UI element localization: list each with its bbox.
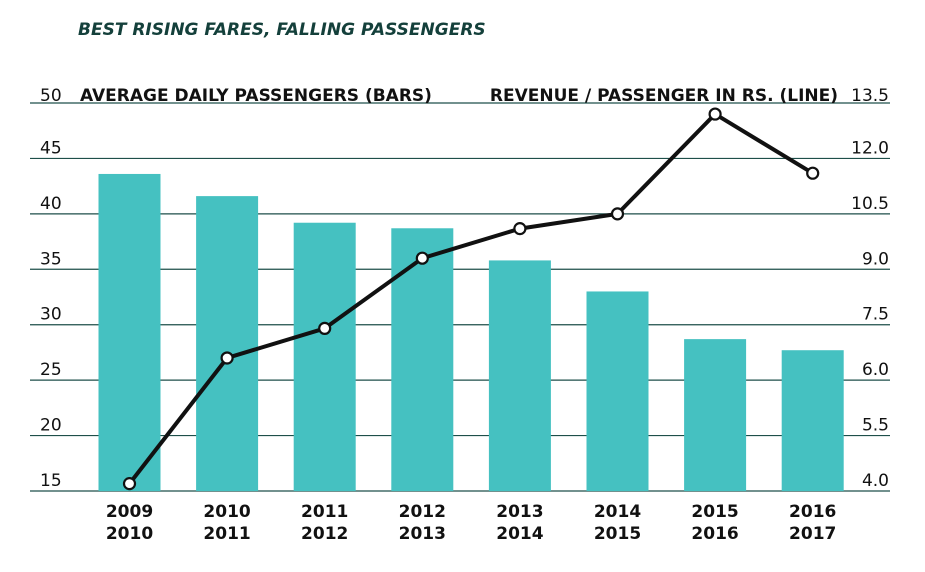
revenue-point [220,351,234,365]
axis-ticks: 15 20 25 30 35 40 45 50 4.0 5.5 6.0 7.5 9.0 10.5 12.0 1… [40,86,889,491]
category-label: 2013 [496,502,543,522]
category-label: 2009 [106,502,153,522]
right-tick-label: 7.5 [862,305,889,325]
right-axis-label: REVENUE / PASSENGER IN RS. (LINE) [490,86,838,106]
left-tick-label: 20 [40,416,62,436]
left-tick-label: 30 [40,305,62,325]
left-tick-label: 35 [40,249,62,269]
category-label: 2012 [399,502,446,522]
revenue-point [513,222,527,236]
chart-title: BEST RISING FARES, FALLING PASSENGERS [78,20,486,40]
revenue-line [122,107,820,491]
category-label: 2011 [301,502,348,522]
left-tick-label: 50 [40,86,62,106]
passenger-bar [98,173,161,491]
category-label: 2014 [496,524,543,544]
grid-lines [30,102,890,492]
revenue-point [708,107,722,121]
bars [98,173,844,492]
passenger-bar [684,339,747,491]
category-label: 2016 [691,524,738,544]
passenger-bar [196,196,259,491]
right-tick-label: 12.0 [851,138,889,158]
passenger-bar [293,222,356,491]
right-tick-label: 6.0 [862,360,889,380]
category-label: 2012 [301,524,348,544]
category-label: 2015 [594,524,641,544]
right-tick-label: 5.5 [862,416,889,436]
category-label: 2010 [203,502,250,522]
category-label: 2017 [789,524,836,544]
category-label: 2011 [203,524,250,544]
revenue-point [806,166,820,180]
right-tick-label: 10.5 [851,194,889,214]
revenue-point [415,251,429,265]
revenue-line-path [127,112,814,485]
passenger-bar [488,260,551,491]
revenue-point [122,477,137,491]
category-label: 2015 [691,502,738,522]
category-label: 2010 [106,524,153,544]
left-axis-label: AVERAGE DAILY PASSENGERS (BARS) [80,86,432,106]
right-tick-label: 13.5 [851,86,889,106]
right-tick-label: 9.0 [862,249,889,269]
left-tick-label: 40 [40,194,62,214]
right-tick-label: 4.0 [862,471,889,491]
left-tick-label: 25 [40,360,62,380]
passenger-bar [781,350,844,491]
category-labels: 2009201020102011201120122012201320132014… [106,502,837,544]
category-label: 2013 [399,524,446,544]
category-label: 2014 [594,502,641,522]
category-label: 2016 [789,502,836,522]
left-tick-label: 15 [40,471,62,491]
revenue-point [610,207,625,221]
passenger-bar [391,228,454,492]
passenger-bar [586,291,649,491]
revenue-point [318,321,332,336]
left-tick-label: 45 [40,138,62,158]
